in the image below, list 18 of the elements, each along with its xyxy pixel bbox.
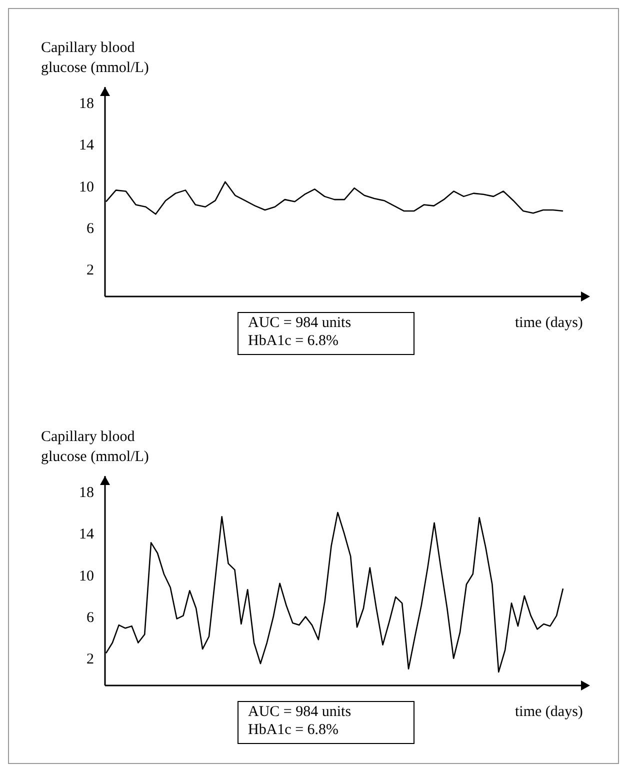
text: HbA1c = 6.8%: [248, 722, 339, 738]
y-tick-label: 2: [86, 652, 94, 668]
x-axis-title: time (days): [515, 314, 583, 331]
text: AUC = 984 units: [248, 704, 352, 720]
y-tick-label: 18: [79, 96, 94, 112]
x-axis-title: time (days): [515, 704, 583, 720]
y-tick-label: 14: [79, 138, 94, 154]
y-tick-label: 14: [79, 526, 94, 543]
y-tick-label: 18: [79, 484, 94, 501]
y-tick-label: 2: [86, 262, 94, 279]
y-tick-label: 6: [86, 610, 94, 626]
y-axis-title: Capillary blood glucose (mmol/L): [41, 40, 149, 76]
y-axis-title: Capillary blood glucose (mmol/L): [41, 429, 149, 465]
y-tick-label: 10: [79, 179, 94, 196]
y-tick-label: 10: [79, 568, 94, 584]
text: HbA1c = 6.8%: [248, 332, 339, 349]
y-tick-label: 6: [86, 220, 94, 237]
text: AUC = 984 units: [248, 314, 352, 331]
